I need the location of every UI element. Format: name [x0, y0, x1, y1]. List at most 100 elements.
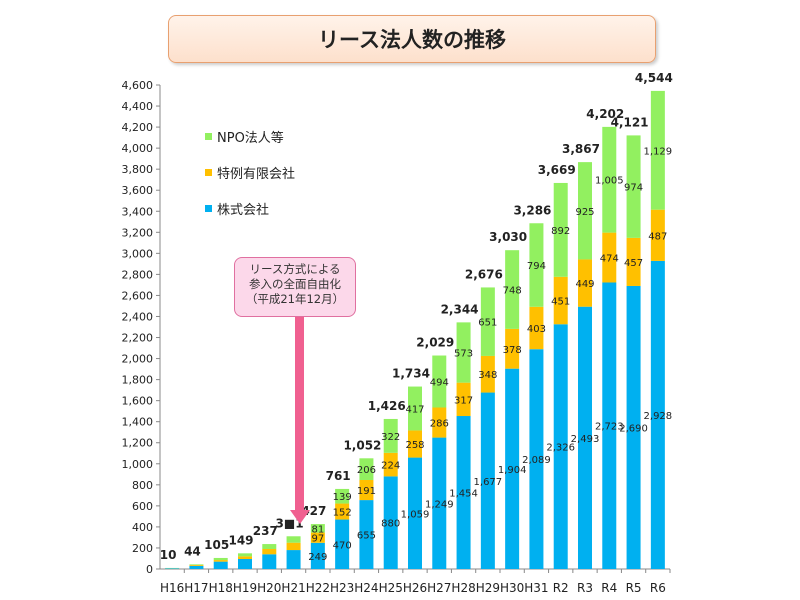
bar-segment	[626, 285, 641, 569]
total-label: 3,669	[538, 163, 576, 177]
x-tick-label: H18	[209, 581, 233, 595]
data-label: 1,005	[595, 176, 624, 187]
data-label: 1,059	[401, 509, 430, 520]
y-tick-label: 4,000	[122, 142, 154, 155]
data-label: 487	[648, 231, 667, 242]
data-label: 655	[357, 531, 376, 542]
data-label: 152	[333, 508, 352, 519]
y-tick-label: 2,000	[122, 353, 154, 366]
total-label: 3,286	[513, 203, 551, 217]
legend-item-tokurei: 特例有限会社	[205, 154, 295, 190]
y-tick-label: 1,800	[122, 374, 154, 387]
bar-segment	[262, 554, 277, 569]
data-label: 322	[381, 432, 400, 443]
bar-segment	[432, 355, 447, 408]
bar-segment	[650, 260, 665, 569]
y-tick-label: 3,800	[122, 163, 154, 176]
data-label: 139	[333, 492, 352, 503]
bar-segment	[335, 503, 350, 520]
legend-swatch	[205, 204, 212, 212]
bar-segment	[529, 349, 544, 569]
data-label: 457	[624, 258, 643, 269]
total-label: 2,344	[441, 302, 479, 316]
bar-segment	[310, 532, 325, 543]
y-tick-label: 2,600	[122, 289, 154, 302]
bar-segment	[238, 559, 252, 569]
data-label: 1,677	[474, 477, 503, 488]
x-tick-label: H30	[500, 581, 524, 595]
bar-segment	[602, 126, 617, 233]
total-label: 237	[253, 524, 278, 538]
bar-segment	[383, 452, 398, 477]
total-label: 761	[326, 469, 351, 483]
y-tick-label: 2,200	[122, 332, 154, 345]
x-tick-label: H28	[451, 581, 475, 595]
bar-segment	[578, 162, 592, 260]
bar-segment	[238, 556, 252, 560]
x-tick-label: R6	[650, 581, 666, 595]
x-tick-label: R3	[577, 581, 593, 595]
y-tick-label: 400	[132, 521, 153, 534]
data-label: 348	[478, 370, 497, 381]
annotation-line: （平成21年12月）	[245, 292, 345, 306]
bar-segment	[335, 488, 350, 504]
annotation-arrowhead	[290, 510, 310, 524]
total-label: 3,030	[489, 230, 527, 244]
bar-segment	[505, 250, 520, 329]
bar-segment	[310, 524, 325, 533]
y-tick-label: 800	[132, 479, 153, 492]
x-tick-label: H26	[403, 581, 427, 595]
data-label: 925	[575, 207, 594, 218]
bar-segment	[408, 386, 422, 431]
bar-segment	[578, 306, 592, 569]
bar-segment	[213, 557, 228, 561]
data-label: 794	[527, 261, 546, 272]
x-tick-label: R5	[626, 581, 642, 595]
data-label: 474	[600, 254, 619, 265]
data-label: 573	[454, 349, 473, 360]
bar-segment	[359, 500, 374, 569]
data-label: 97	[311, 534, 324, 545]
bar-segment	[553, 276, 568, 325]
y-tick-label: 3,400	[122, 205, 154, 218]
bar-segment	[529, 306, 544, 350]
bar-segment	[408, 457, 422, 569]
y-tick-label: 3,000	[122, 247, 154, 260]
total-label: 1,426	[368, 399, 406, 413]
bar-segment	[238, 553, 252, 557]
bar-segment	[626, 237, 641, 286]
data-label: 378	[503, 345, 522, 356]
x-tick-label: H22	[306, 581, 330, 595]
bar-segment	[286, 536, 301, 543]
x-tick-label: H23	[330, 581, 354, 595]
legend-label: NPO法人等	[217, 130, 284, 146]
total-label: 2,029	[416, 336, 454, 350]
bar-segment	[383, 476, 398, 569]
data-label: 403	[527, 324, 546, 335]
annotation-line: 参入の全面自由化	[249, 277, 341, 291]
y-tick-label: 600	[132, 500, 153, 513]
data-label: 206	[357, 465, 376, 476]
y-tick-label: 4,400	[122, 100, 154, 113]
annotation-arrow	[295, 317, 304, 512]
bar-segment	[602, 282, 617, 569]
bar-segment	[432, 437, 447, 569]
y-tick-label: 3,600	[122, 184, 154, 197]
y-tick-label: 4,200	[122, 121, 154, 134]
data-label: 2,690	[619, 423, 648, 434]
y-tick-label: 1,000	[122, 458, 154, 471]
total-label: 4,544	[635, 71, 673, 85]
bar-segment	[480, 287, 495, 356]
x-tick-label: R4	[601, 581, 617, 595]
data-label: 191	[357, 486, 376, 497]
data-label: 651	[478, 318, 497, 329]
data-label: 1,129	[644, 146, 673, 157]
bar-segment	[553, 182, 568, 277]
legend-label: 特例有限会社	[217, 166, 296, 182]
legend-item-kabushiki: 株式会社	[205, 190, 295, 226]
data-label: 81	[311, 524, 324, 535]
chart-title: リース法人数の推移	[168, 15, 656, 63]
bar-segment	[578, 259, 592, 307]
data-label: 1,454	[449, 489, 478, 500]
x-tick-label: R2	[553, 581, 569, 595]
